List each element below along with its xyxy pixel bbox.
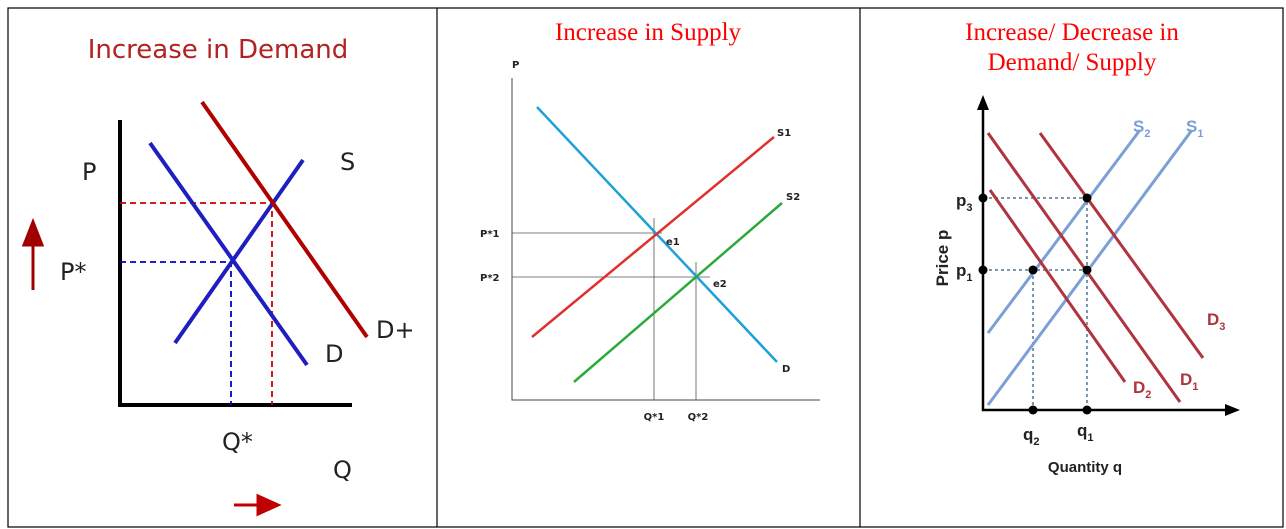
label: Q: [333, 456, 352, 484]
label: P: [512, 60, 519, 71]
supply-shifted-line: [573, 202, 783, 383]
label: q2: [1023, 425, 1040, 448]
axis-arrow: [977, 95, 989, 110]
label: p3: [956, 191, 973, 214]
supply-line: [986, 129, 1142, 334]
panel-shifts: Increase/ Decrease in Demand/ Supply S2 …: [933, 19, 1240, 476]
label: P*2: [480, 273, 500, 284]
label: P: [82, 158, 96, 186]
point: [1028, 265, 1038, 275]
label-sub: 2: [1144, 128, 1150, 140]
label: e2: [713, 279, 727, 290]
label: e1: [666, 237, 680, 248]
label: D: [325, 340, 343, 368]
panel-supply: Increase in Supply P S1 S2 P*1 P*2 e1 e2…: [480, 19, 820, 423]
label-base: q: [1077, 421, 1087, 440]
label-base: D: [1207, 310, 1219, 329]
label-base: D: [1133, 378, 1145, 397]
label-sub: 1: [1197, 128, 1203, 140]
label-sub: 2: [1033, 436, 1039, 448]
label: Q*: [222, 428, 253, 456]
label: Q*2: [688, 412, 709, 423]
label-sub: 1: [1087, 432, 1093, 444]
label-sub: 1: [1192, 381, 1198, 393]
table-frame: [7, 7, 1284, 528]
label: S1: [1186, 117, 1203, 140]
demand-line: [1038, 132, 1205, 359]
axes: [118, 120, 352, 407]
point: [1082, 265, 1092, 275]
panel-title: Increase/ Decrease in: [965, 19, 1179, 46]
guides: [512, 218, 710, 400]
point: [978, 193, 988, 203]
point: [978, 265, 988, 275]
up-arrow: [21, 217, 45, 290]
guides: [120, 202, 273, 405]
label-base: D: [1180, 370, 1192, 389]
guide-line: [120, 202, 273, 405]
label: D1: [1180, 370, 1198, 393]
panel-title: Demand/ Supply: [988, 49, 1157, 76]
axis-arrow: [1225, 404, 1240, 416]
label-base: S: [1133, 117, 1144, 136]
x-axis-label: Quantity q: [1048, 459, 1122, 476]
label: S2: [786, 192, 800, 203]
label-sub: 3: [966, 202, 972, 214]
panel-title: Increase in Demand: [88, 35, 349, 65]
demand-line: [148, 141, 309, 367]
right-arrow: [234, 493, 282, 517]
label: S2: [1133, 117, 1150, 140]
panel-demand: Increase in Demand P P* S D+ D Q* Q: [21, 35, 415, 517]
demand-shifted-line: [200, 100, 369, 339]
panel-title: Increase in Supply: [555, 19, 742, 46]
label-sub: 1: [966, 272, 972, 284]
y-axis-label: Price p: [933, 230, 952, 287]
points: [978, 193, 1092, 415]
label-base: q: [1023, 425, 1033, 444]
point: [1082, 193, 1092, 203]
supply-line: [173, 158, 305, 345]
label-sub: 2: [1145, 389, 1151, 401]
label-base: p: [956, 261, 966, 280]
axes: [977, 95, 1240, 416]
label: D2: [1133, 378, 1151, 401]
supply-line: [531, 136, 775, 338]
label: D+: [376, 316, 415, 344]
point: [1028, 405, 1038, 415]
table-borders: [7, 7, 1284, 528]
axis-line: [981, 106, 1228, 412]
label: Q*1: [644, 412, 665, 423]
label: S: [340, 148, 355, 176]
label: p1: [956, 261, 973, 284]
label-sub: 3: [1219, 321, 1225, 333]
label: D3: [1207, 310, 1225, 333]
label: q1: [1077, 421, 1094, 444]
point: [1082, 405, 1092, 415]
label: P*1: [480, 229, 500, 240]
label: P*: [60, 258, 86, 286]
axes: [511, 78, 820, 401]
label: D: [782, 364, 790, 375]
label: S1: [777, 128, 791, 139]
demand-line: [988, 189, 1127, 383]
label-base: S: [1186, 117, 1197, 136]
label-base: p: [956, 191, 966, 210]
